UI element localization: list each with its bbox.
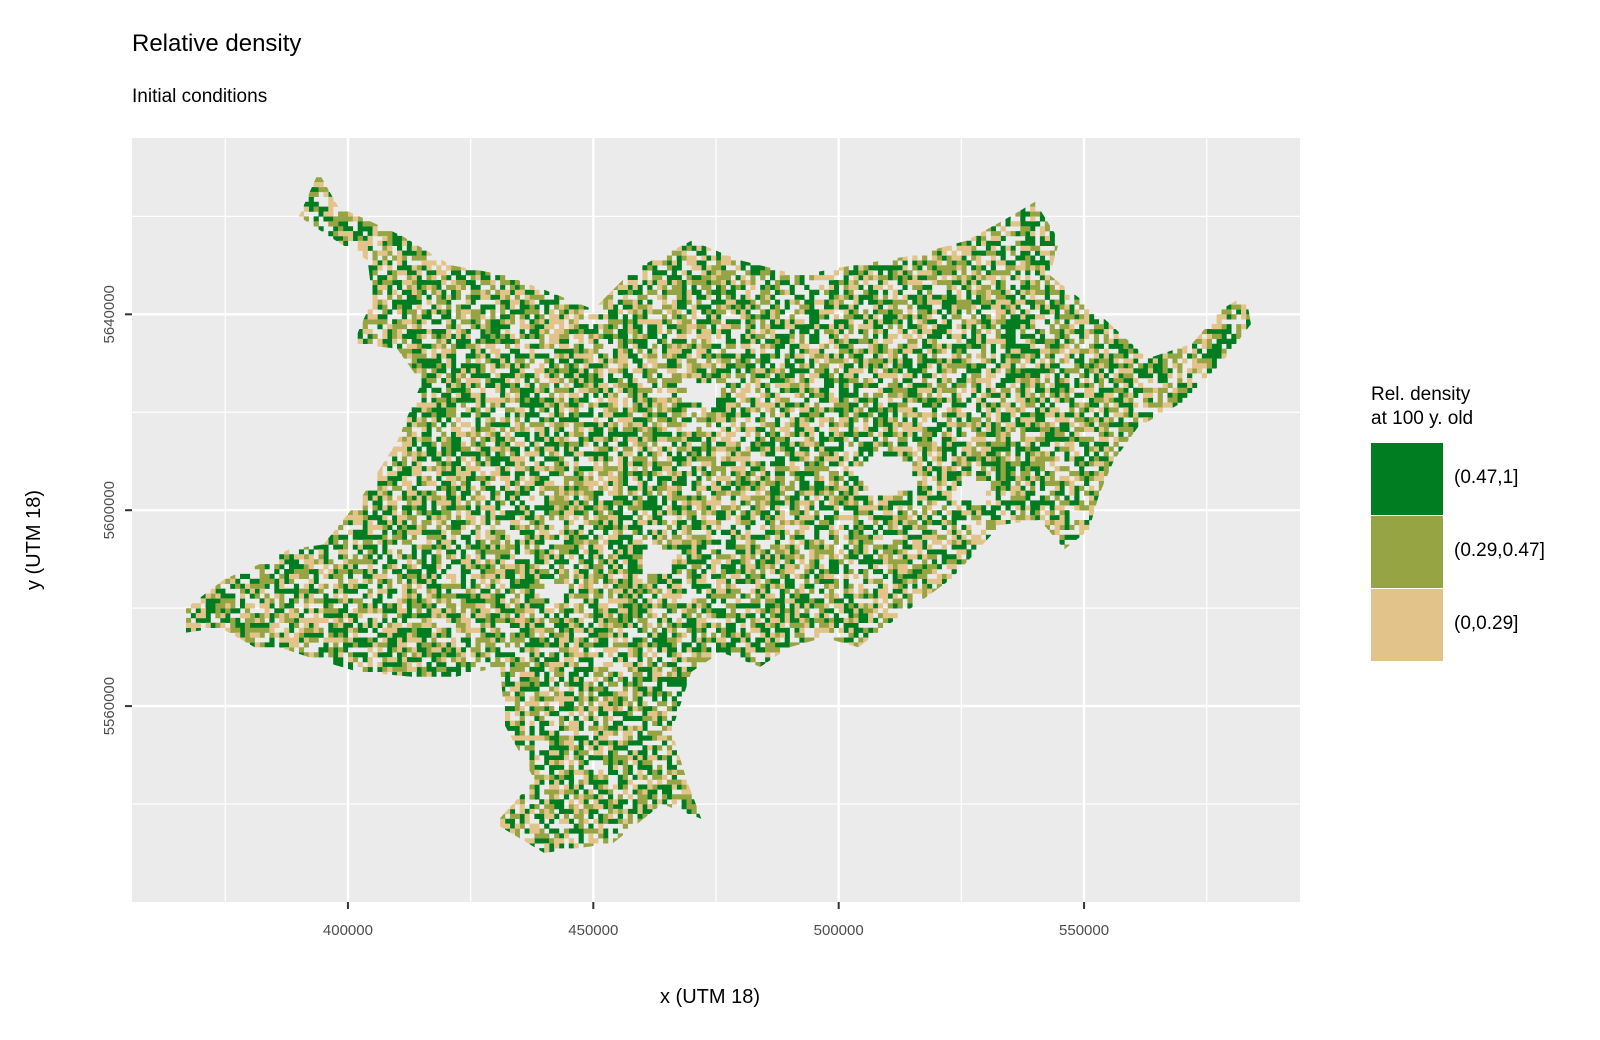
legend-item: (0.47,1] <box>1371 443 1600 515</box>
y-tick-label: 5600000 <box>101 481 118 539</box>
legend-item: (0.29,0.47] <box>1371 516 1600 588</box>
x-tick-label: 400000 <box>323 922 373 939</box>
legend-title: Rel. density at 100 y. old <box>1371 383 1473 431</box>
plot-title: Relative density <box>132 30 302 57</box>
plot-subtitle: Initial conditions <box>132 86 268 107</box>
y-axis-label: y (UTM 18) <box>23 490 45 590</box>
legend-swatch <box>1371 589 1443 661</box>
y-tick-label: 5560000 <box>101 677 118 735</box>
legend-label: (0,0.29] <box>1454 613 1519 634</box>
legend-swatch <box>1371 516 1443 588</box>
legend-label: (0.47,1] <box>1454 467 1519 488</box>
density-class-cells <box>186 182 1247 854</box>
axes: 400000 450000 500000 550000 5560000 5600000 56… <box>101 285 1109 939</box>
y-tick-label: 5640000 <box>101 285 118 343</box>
x-tick-label: 500000 <box>814 922 864 939</box>
legend-label: (0.29,0.47] <box>1454 540 1545 561</box>
density-class-cells <box>186 177 1251 849</box>
x-axis-label: x (UTM 18) <box>660 986 760 1008</box>
x-tick-label: 550000 <box>1059 922 1109 939</box>
legend-swatch <box>1371 443 1443 515</box>
legend-item: (0,0.29] <box>1371 589 1600 661</box>
x-tick-label: 450000 <box>568 922 618 939</box>
legend-title-line: Rel. density <box>1371 384 1471 405</box>
legend-title-line: at 100 y. old <box>1371 408 1474 429</box>
density-raster <box>186 177 1251 854</box>
region-raster <box>186 177 1251 854</box>
